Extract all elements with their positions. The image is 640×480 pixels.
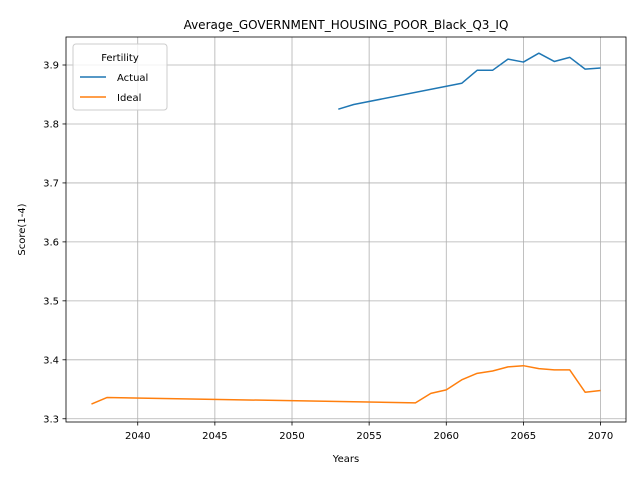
y-tick-label: 3.7 xyxy=(43,178,59,189)
x-axis: 2040 2045 2050 2055 2060 2065 2070 xyxy=(125,422,613,442)
y-tick-label: 3.4 xyxy=(43,355,59,366)
legend-box xyxy=(72,43,168,111)
y-tick-label: 3.8 xyxy=(43,119,59,130)
x-tick-label: 2065 xyxy=(511,431,536,442)
y-tick-label: 3.3 xyxy=(43,414,59,425)
y-axis: 3.3 3.4 3.5 3.6 3.7 3.8 3.9 xyxy=(43,61,66,425)
legend-label-ideal: Ideal xyxy=(117,93,141,104)
x-tick-label: 2050 xyxy=(279,431,304,442)
x-tick-label: 2070 xyxy=(588,431,613,442)
x-tick-label: 2045 xyxy=(202,431,227,442)
x-axis-label: Years xyxy=(332,454,359,465)
x-tick-label: 2040 xyxy=(125,431,150,442)
y-tick-label: 3.6 xyxy=(43,237,59,248)
y-tick-label: 3.9 xyxy=(43,61,59,72)
plot-frame xyxy=(65,36,627,423)
series-line-actual xyxy=(338,52,601,110)
series-line-ideal xyxy=(91,364,601,405)
series-layer xyxy=(91,52,601,405)
x-tick-label: 2060 xyxy=(434,431,459,442)
legend-title: Fertility xyxy=(101,53,139,64)
legend: Fertility Actual Ideal xyxy=(72,43,168,111)
chart-title: Average_GOVERNMENT_HOUSING_POOR_Black_Q3… xyxy=(184,18,509,32)
legend-label-actual: Actual xyxy=(117,73,148,84)
grid-lines xyxy=(66,37,626,422)
x-tick-label: 2055 xyxy=(356,431,381,442)
y-axis-label: Score(1-4) xyxy=(17,203,28,255)
y-tick-label: 3.5 xyxy=(43,296,59,307)
